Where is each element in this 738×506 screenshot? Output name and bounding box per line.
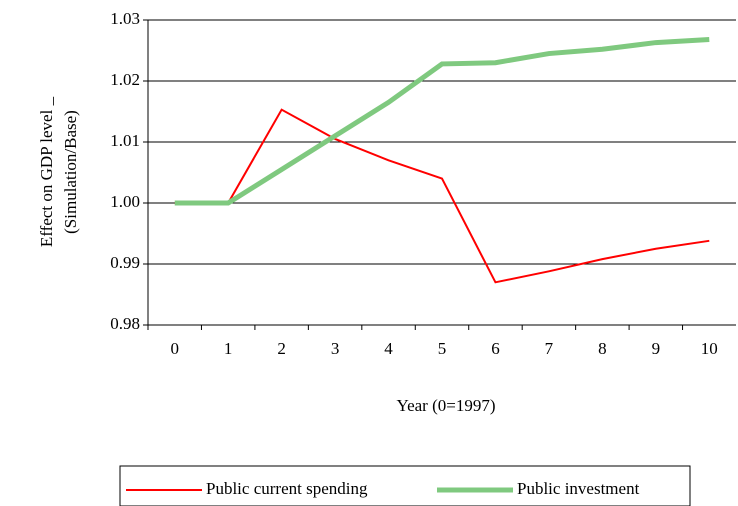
y-tick-label: 1.03 bbox=[110, 9, 140, 28]
x-tick-label: 9 bbox=[652, 339, 661, 358]
x-tick-label: 6 bbox=[491, 339, 500, 358]
x-tick-label: 10 bbox=[701, 339, 718, 358]
y-tick-label: 1.01 bbox=[110, 131, 140, 150]
series-line bbox=[174, 37, 710, 206]
x-tick-label: 7 bbox=[545, 339, 554, 358]
x-tick-label: 5 bbox=[438, 339, 447, 358]
x-tick-label: 2 bbox=[277, 339, 286, 358]
x-tick-label: 3 bbox=[331, 339, 340, 358]
x-tick-label: 8 bbox=[598, 339, 607, 358]
legend-box bbox=[119, 465, 691, 506]
x-tick-label: 4 bbox=[384, 339, 393, 358]
x-tick-label: 1 bbox=[224, 339, 233, 358]
series-line bbox=[174, 108, 710, 284]
y-tick-label: 1.02 bbox=[110, 70, 140, 89]
y-tick-label: 0.98 bbox=[110, 314, 140, 333]
x-tick-label: 0 bbox=[170, 339, 179, 358]
y-tick-label: 0.99 bbox=[110, 253, 140, 272]
legend-label: Public current spending bbox=[206, 479, 368, 498]
y-tick-label: 1.00 bbox=[110, 192, 140, 211]
legend-label: Public investment bbox=[517, 479, 640, 498]
x-axis-label: Year (0=1997) bbox=[397, 396, 496, 415]
y-axis-label: (Simulation/Base) bbox=[61, 110, 80, 234]
y-axis-label: Effect on GDP level _ bbox=[37, 96, 56, 247]
